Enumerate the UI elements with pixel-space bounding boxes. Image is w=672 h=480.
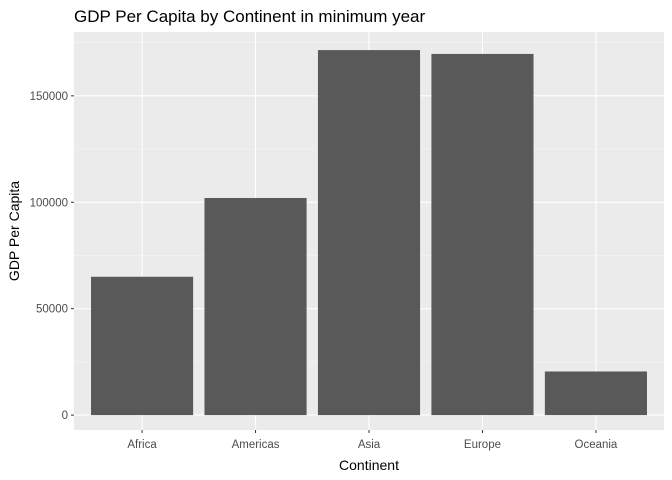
x-tick-label: Americas [232,439,280,451]
x-tick-label: Europe [464,439,501,451]
bar-africa [91,276,194,416]
axes: 0 50000 100000 150000 Africa Americas Asia Euro… [30,91,618,451]
x-tick-label: Asia [358,439,381,451]
bar-europe [431,53,534,416]
chart-title: GDP Per Capita by Continent in minimum y… [74,7,426,26]
x-tick-label: Oceania [575,439,618,451]
bar-americas [204,198,307,416]
y-tick-label: 50000 [36,304,68,316]
bars [91,50,647,416]
x-axis-title: Continent [339,457,399,473]
y-axis-title: GDP Per Capita [6,181,22,281]
y-tick-label: 0 [62,410,68,422]
bar-asia [317,50,421,416]
bar-oceania [544,371,647,416]
y-tick-label: 150000 [30,91,68,103]
x-tick-label: Africa [127,439,157,451]
y-tick-label: 100000 [30,197,68,209]
